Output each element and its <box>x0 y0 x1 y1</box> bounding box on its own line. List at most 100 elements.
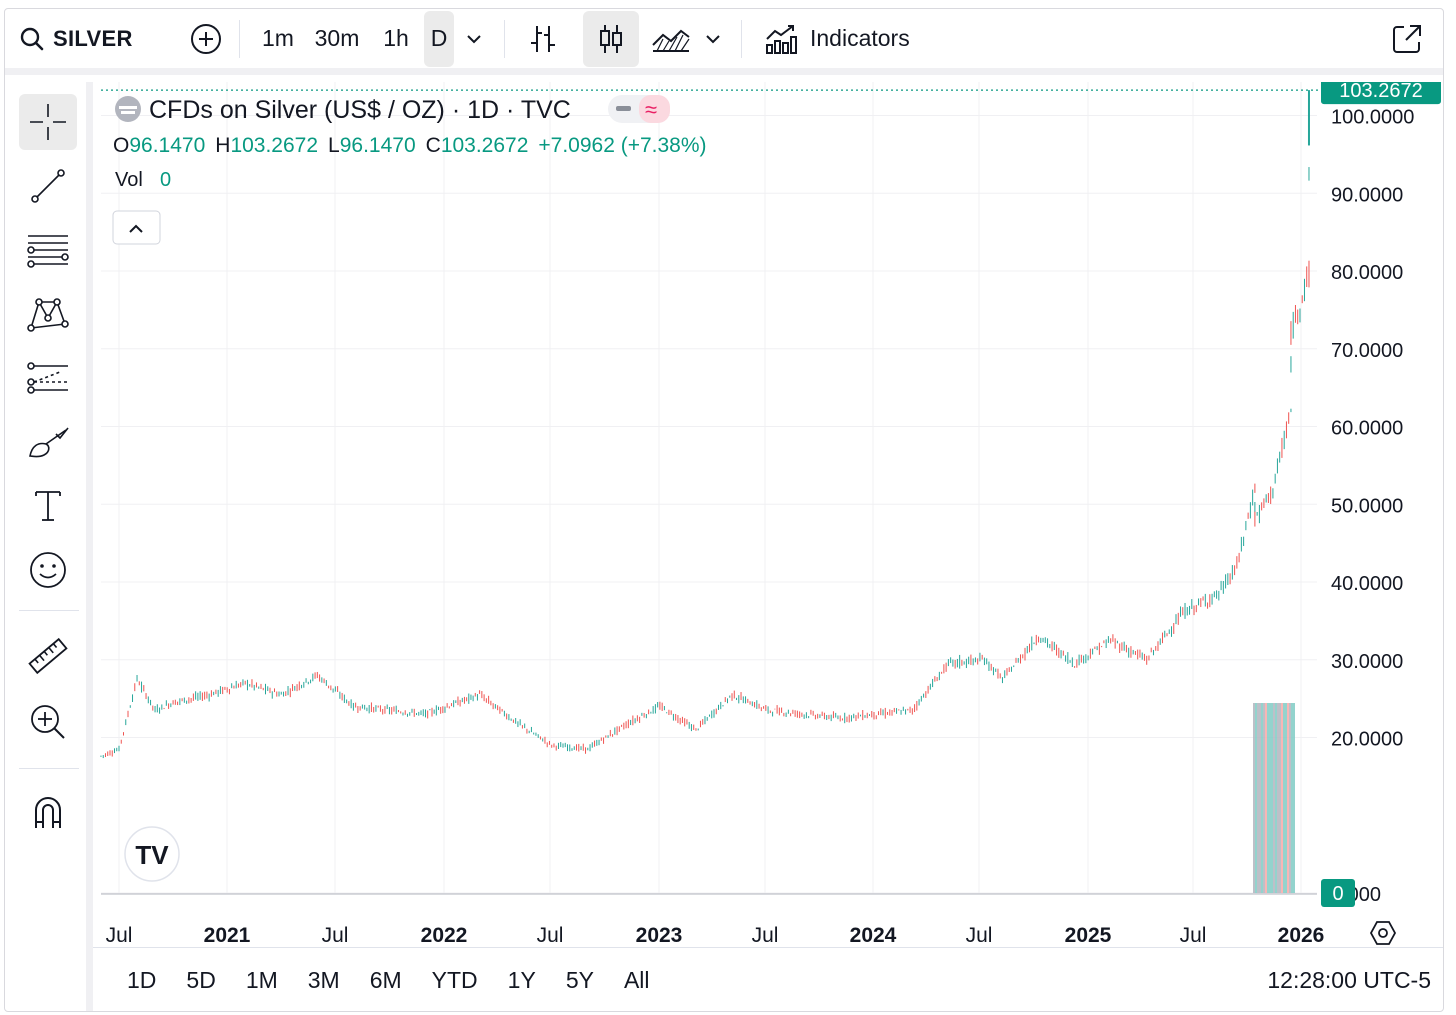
trend-line-icon <box>31 169 65 203</box>
volume-bar <box>1285 703 1287 893</box>
zoom-in-icon <box>31 705 65 739</box>
y-tick-label: 60.0000 <box>1331 418 1403 440</box>
y-tick-label: 80.0000 <box>1331 262 1403 284</box>
range-6m[interactable]: 6M <box>369 967 402 993</box>
range-all[interactable]: All <box>623 967 650 993</box>
range-3m[interactable]: 3M <box>307 967 340 993</box>
zoom-in-tool[interactable] <box>19 694 77 750</box>
y-tick-label: 100.0000 <box>1331 107 1414 129</box>
volume-bar <box>1275 703 1277 893</box>
range-1d[interactable]: 1D <box>127 967 157 993</box>
indicators-label: Indicators <box>810 25 910 51</box>
interval-d[interactable]: D <box>424 10 454 67</box>
volume-bar <box>1291 703 1293 893</box>
brush-tool[interactable] <box>19 414 77 470</box>
range-ytd[interactable]: YTD <box>431 967 478 993</box>
crosshair-tool[interactable] <box>19 94 77 150</box>
symbol-label: SILVER <box>53 25 133 51</box>
last-price-tag <box>1321 82 1441 105</box>
crosshair-icon <box>30 104 66 140</box>
x-tick-label: 2023 <box>636 924 683 947</box>
candles-style-button[interactable] <box>583 10 639 67</box>
x-tick-label: 2026 <box>1278 924 1325 947</box>
range-5d[interactable]: 5D <box>186 967 216 993</box>
range-1m[interactable]: 1M <box>245 967 278 993</box>
measure-tool[interactable] <box>19 628 77 684</box>
interval-1m[interactable]: 1m <box>262 25 294 51</box>
chart-legend: CFDs on Silver (US$ / OZ) · 1D · TVC ≈ O… <box>112 95 707 245</box>
top-toolbar: SILVER 1m 30m 1h D Indicators <box>5 9 1443 75</box>
plus-circle-icon <box>191 23 221 54</box>
toolbar-divider <box>504 19 505 58</box>
volume-bar <box>1289 703 1291 893</box>
y-tick-label: 50.0000 <box>1331 495 1403 517</box>
volume-bar <box>1259 703 1261 893</box>
x-tick-label: Jul <box>752 924 779 947</box>
chevron-down-icon <box>467 34 481 43</box>
interval-30m[interactable]: 30m <box>314 25 360 51</box>
pattern-tool[interactable] <box>19 286 77 342</box>
svg-text:TV: TV <box>135 840 169 870</box>
forecast-tool[interactable] <box>19 350 77 406</box>
y-tick-label: 90.0000 <box>1331 184 1403 206</box>
volume-bar <box>1287 703 1289 893</box>
volume-tag <box>1321 879 1355 907</box>
fib-lines-icon <box>27 235 69 268</box>
x-tick-label: Jul <box>322 924 349 947</box>
volume-bar <box>1257 703 1259 893</box>
volume-bar <box>1261 703 1263 893</box>
chart-grid <box>101 82 1317 895</box>
chart-type-dropdown[interactable] <box>695 11 731 67</box>
chevron-up-icon <box>129 224 143 233</box>
tradingview-logo[interactable]: TV <box>124 826 180 882</box>
toolbar-divider <box>741 19 742 58</box>
volume-bars <box>1253 703 1295 893</box>
chart-widget: SILVER 1m 30m 1h D Indicators <box>4 8 1444 1012</box>
search-icon <box>20 27 44 50</box>
price-chart[interactable]: 110.0000100.000090.000080.000070.000060.… <box>93 82 1444 947</box>
brush-icon <box>29 427 69 458</box>
y-tick-label: 20.0000 <box>1331 729 1403 751</box>
emoji-tool[interactable] <box>19 542 77 598</box>
bars-icon <box>531 25 555 52</box>
volume-bar <box>1279 703 1281 893</box>
text-icon <box>35 491 61 521</box>
range-1y[interactable]: 1Y <box>507 967 536 993</box>
x-tick-label: 2022 <box>421 924 468 947</box>
minus-icon <box>616 106 631 111</box>
volume-value: 0 <box>160 169 171 191</box>
projection-icon <box>27 362 68 394</box>
volume-bar <box>1271 703 1273 893</box>
volume-bar <box>1283 703 1285 893</box>
clock: 12:28:00 UTC-5 <box>1267 967 1431 993</box>
x-tick-label: Jul <box>1180 924 1207 947</box>
y-tick-label: 70.0000 <box>1331 340 1403 362</box>
volume-bar <box>1269 703 1271 893</box>
ruler-icon <box>28 637 68 675</box>
range-5y[interactable]: 5Y <box>565 967 594 993</box>
volume-label: Vol <box>115 169 143 191</box>
area-chart-icon <box>652 29 690 52</box>
text-tool[interactable] <box>19 478 77 534</box>
scale-settings-icon[interactable] <box>1369 921 1397 945</box>
price-series <box>100 90 1310 759</box>
bars-style-button[interactable] <box>515 11 571 67</box>
range-bar: 1D 5D 1M 3M 6M YTD 1Y 5Y All 12:28:00 UT… <box>93 947 1443 1011</box>
legend-title: CFDs on Silver (US$ / OZ) · 1D · TVC <box>149 96 571 124</box>
interval-1h[interactable]: 1h <box>383 25 409 51</box>
compare-button[interactable] <box>183 11 229 67</box>
interval-dropdown[interactable] <box>454 11 494 67</box>
symbol-search[interactable]: SILVER <box>19 11 139 67</box>
volume-bar <box>1293 703 1295 893</box>
fib-retracement-tool[interactable] <box>19 222 77 278</box>
fullscreen-button[interactable] <box>1385 11 1429 67</box>
volume-bar <box>1263 703 1265 893</box>
area-style-button[interactable] <box>647 11 695 67</box>
chevron-down-icon <box>706 34 720 43</box>
volume-tag-text: 0 <box>1332 883 1343 905</box>
price-scale: 110.0000100.000090.000080.000070.000060.… <box>1331 107 1414 907</box>
trend-line-tool[interactable] <box>19 158 77 214</box>
indicators-button[interactable]: Indicators <box>764 11 910 67</box>
magnet-tool[interactable] <box>19 784 77 840</box>
ohlc-readout: O96.1470 H103.2672 L96.1470 C103.2672 +7.096… <box>113 134 707 157</box>
